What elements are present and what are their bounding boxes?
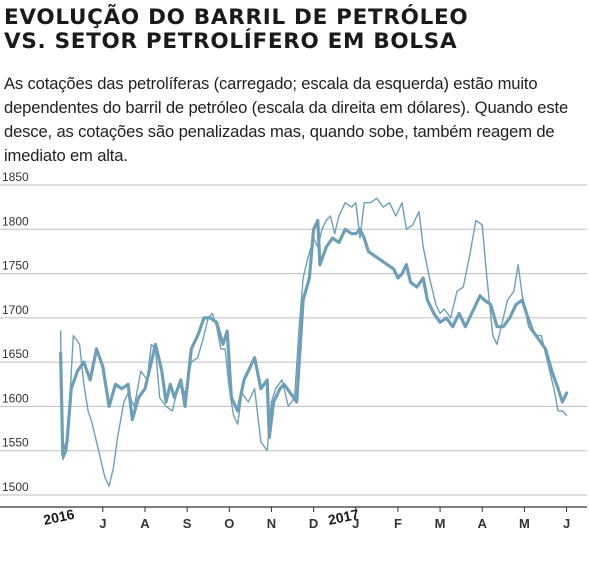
chart-subtitle: As cotações das petrolíferas (carregado;… bbox=[4, 74, 569, 165]
chart-title-line2: VS. SETOR PETROLÍFERO EM BOLSA bbox=[4, 29, 458, 54]
grid-layer bbox=[0, 184, 587, 496]
x-tick-label-2: A bbox=[140, 516, 150, 531]
y-tick-label-1550: 1550 bbox=[2, 436, 29, 450]
y-tick-label-1600: 1600 bbox=[2, 391, 29, 405]
y-tick-label-1500: 1500 bbox=[2, 480, 29, 494]
series-line-petroliferas bbox=[59, 218, 569, 457]
y-tick-label-1650: 1650 bbox=[2, 347, 29, 361]
label-layer: 1850 1800 1750 1700 1650 1600 1550 1500 2016 J A S O… bbox=[2, 170, 570, 531]
series-layer bbox=[59, 197, 569, 487]
x-tick-label-11: A bbox=[478, 516, 488, 531]
x-year-label-2016: 2016 bbox=[42, 506, 76, 528]
x-tick-label-13: J bbox=[563, 516, 570, 531]
x-tick-label-1: J bbox=[99, 516, 106, 531]
x-tick-label-3: S bbox=[183, 516, 192, 531]
x-tick-label-5: N bbox=[267, 516, 276, 531]
x-tick-label-4: O bbox=[224, 516, 234, 531]
chart-title: EVOLUÇÃO DO BARRIL DE PETRÓLEO VS. SETOR… bbox=[4, 6, 584, 54]
axis-layer bbox=[0, 506, 587, 512]
x-year-label-2017: 2017 bbox=[327, 506, 361, 528]
line-chart: 1850 1800 1750 1700 1650 1600 1550 1500 2016 J A S O… bbox=[0, 170, 587, 531]
chart-title-line1: EVOLUÇÃO DO BARRIL DE PETRÓLEO bbox=[4, 5, 469, 30]
y-tick-label-1800: 1800 bbox=[2, 214, 29, 228]
x-tick-label-12: M bbox=[519, 516, 530, 531]
y-tick-label-1850: 1850 bbox=[2, 170, 29, 184]
y-tick-label-1700: 1700 bbox=[2, 303, 29, 317]
x-tick-label-6: D bbox=[309, 516, 318, 531]
x-tick-label-9: F bbox=[394, 516, 402, 531]
series-line-barril bbox=[59, 197, 568, 487]
x-tick-label-8: J bbox=[352, 516, 359, 531]
y-tick-label-1750: 1750 bbox=[2, 259, 29, 273]
x-tick-label-10: M bbox=[435, 516, 446, 531]
